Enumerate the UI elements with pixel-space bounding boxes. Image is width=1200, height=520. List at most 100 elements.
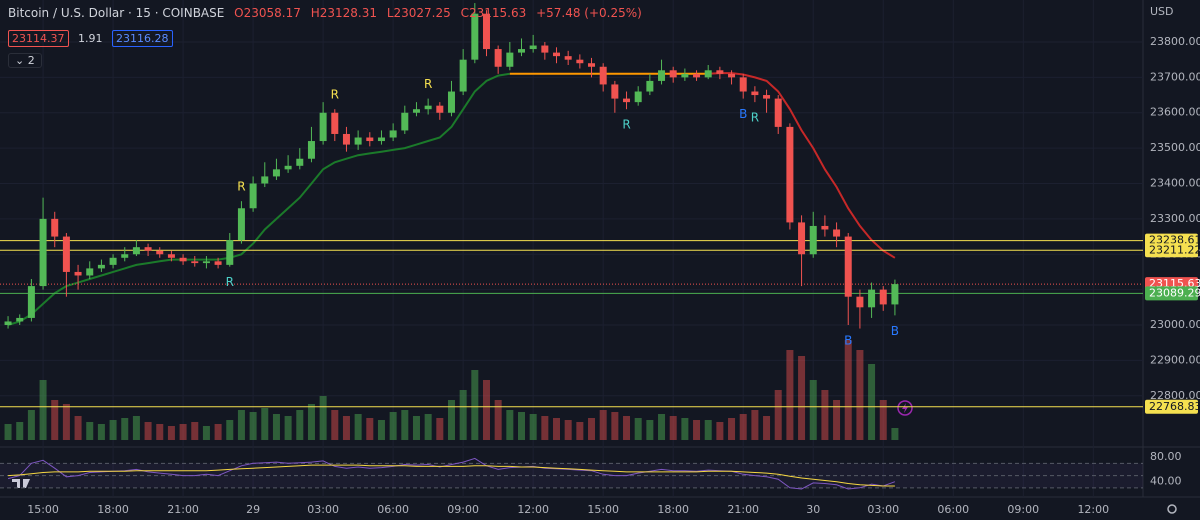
x-tick-label: 30 <box>806 503 820 516</box>
candle-body <box>856 296 864 308</box>
volume-bar <box>611 412 619 440</box>
spread: 1.91 <box>78 32 103 45</box>
volume-bar <box>681 418 689 440</box>
candle-body <box>272 169 280 177</box>
alert-icon[interactable] <box>897 400 913 416</box>
x-tick-label: 15:00 <box>27 503 59 516</box>
change: +57.48 (+0.25%) <box>536 6 642 20</box>
volume-bar <box>202 426 210 440</box>
candle-body <box>424 105 432 110</box>
volume-bar <box>284 416 292 440</box>
rsi-tick-label: 80.00 <box>1150 450 1182 463</box>
y-tick-label: 23400.00 <box>1150 176 1200 189</box>
volume-bar <box>424 414 432 440</box>
candle-body <box>202 261 210 264</box>
volume-bar <box>62 404 70 440</box>
price-label: 23089.29 <box>1149 286 1200 299</box>
candle-body <box>412 109 420 113</box>
candle-body <box>809 225 817 255</box>
x-tick-label: 09:00 <box>1007 503 1039 516</box>
ask-price[interactable]: 23116.28 <box>112 30 173 47</box>
candle-body <box>739 77 747 92</box>
volume-bar <box>156 424 164 440</box>
signal-label: B <box>891 324 899 338</box>
settings-icon[interactable] <box>1167 504 1177 514</box>
volume-bar <box>529 414 537 440</box>
volume-bar <box>809 380 817 440</box>
volume-bar <box>599 410 607 440</box>
symbol-title[interactable]: Bitcoin / U.S. Dollar · 15 · COINBASE <box>8 6 225 20</box>
signal-label: R <box>424 77 432 91</box>
volume-bar <box>728 418 736 440</box>
signal-label: R <box>237 180 245 194</box>
volume-bar <box>401 410 409 440</box>
ohlc-open: O23058.17 <box>234 6 301 20</box>
candle-body <box>599 66 607 85</box>
volume-bar <box>576 422 584 440</box>
candle-body <box>319 112 327 142</box>
candle-body <box>249 183 257 209</box>
bid-price[interactable]: 23114.37 <box>8 30 69 47</box>
volume-bar <box>447 400 455 440</box>
axis-unit[interactable]: USD <box>1150 5 1174 18</box>
y-tick-label: 23700.00 <box>1150 70 1200 83</box>
candle-body <box>868 289 876 308</box>
x-tick-label: 06:00 <box>937 503 969 516</box>
candle-body <box>86 268 94 276</box>
volume-bar <box>774 390 782 440</box>
candle-body <box>611 84 619 99</box>
volume-bar <box>86 422 94 440</box>
candle-body <box>331 112 339 134</box>
signal-label: B <box>844 334 852 348</box>
volume-bar <box>179 424 187 440</box>
volume-bar <box>646 420 654 440</box>
candle-body <box>704 70 712 78</box>
candle-body <box>74 271 82 276</box>
volume-bar <box>786 350 794 440</box>
candle-body <box>716 70 724 74</box>
volume-bar <box>109 420 117 440</box>
volume-bar <box>97 424 105 440</box>
signal-label: R <box>226 275 234 289</box>
grid <box>0 0 1143 497</box>
volume-bar <box>541 416 549 440</box>
volume-bar <box>669 416 677 440</box>
volume-bar <box>51 400 59 440</box>
candle-body <box>109 257 117 265</box>
ohlc-high: H23128.31 <box>310 6 377 20</box>
y-tick-label: 22900.00 <box>1150 353 1200 366</box>
candle-body <box>226 240 234 265</box>
volume-bar <box>319 396 327 440</box>
moving-average <box>7 72 510 326</box>
volume-bar <box>856 350 864 440</box>
volume-bar <box>798 356 806 440</box>
volume-bar <box>377 420 385 440</box>
candle-body <box>623 98 631 103</box>
volume-bar <box>366 418 374 440</box>
candle-body <box>167 254 175 258</box>
volume-bar <box>296 410 304 440</box>
volume-bar <box>763 416 771 440</box>
candle-body <box>798 222 806 255</box>
volume-bar <box>39 380 47 440</box>
candle-body <box>144 247 152 251</box>
ohlc-low: L23027.25 <box>386 6 451 20</box>
volume-bar <box>658 414 666 440</box>
candle-body <box>471 13 479 60</box>
candle-body <box>436 105 444 113</box>
candle-body <box>132 247 140 255</box>
volume-bar <box>564 420 572 440</box>
candle-body <box>97 264 105 269</box>
candle-body <box>296 158 304 166</box>
candle-body <box>494 49 502 67</box>
volume-bar <box>739 414 747 440</box>
volume-bar <box>588 418 596 440</box>
candle-body <box>751 91 759 96</box>
x-tick-label: 21:00 <box>727 503 759 516</box>
volume-bar <box>342 416 350 440</box>
indicator-collapse[interactable]: ⌄ 2 <box>8 53 42 68</box>
candle-body <box>529 45 537 50</box>
volume-bar <box>751 410 759 440</box>
candle-body <box>307 141 315 159</box>
